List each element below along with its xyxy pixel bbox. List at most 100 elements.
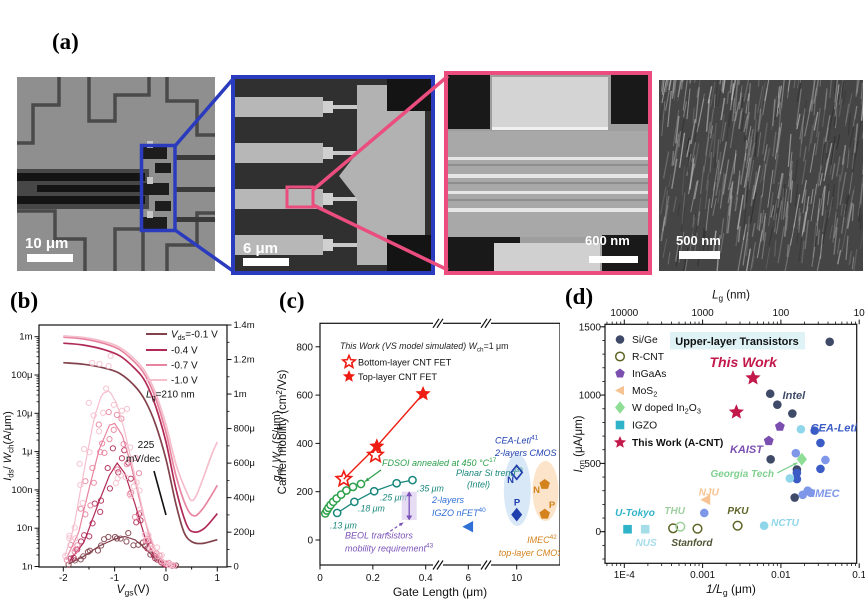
cnt-shadow: [844, 194, 848, 211]
cnt-streak: [761, 163, 767, 197]
cnt-streak: [672, 196, 677, 213]
legend-label: Vds=-0.1 V: [171, 330, 218, 343]
cnt-streak: [833, 227, 838, 255]
gm-data-point: [77, 481, 84, 488]
cnt-streak: [773, 240, 777, 257]
cnt-streak: [787, 133, 792, 167]
cnt-streak: [666, 80, 669, 87]
cnt-streak: [752, 165, 761, 200]
cnt-streak: [732, 97, 736, 122]
cnt-streak: [722, 80, 726, 94]
axis-break-slash: [436, 318, 444, 329]
sem-transistor-array-image: 6 μm: [231, 75, 435, 275]
cnt-shadow: [702, 231, 706, 255]
cnt-streak: [815, 171, 820, 195]
cnt-streak: [833, 80, 839, 110]
panel-d-plot: 1E-4100000.00110000.011000.1100500100015…: [573, 290, 865, 598]
gm-data-point: [118, 455, 125, 462]
cnt-streak: [817, 165, 822, 187]
cnt-shadow: [821, 144, 825, 165]
cnt-shadow: [851, 139, 856, 157]
gm-data-point: [97, 542, 105, 549]
x-bottom-tick-label: 0.001: [690, 570, 715, 581]
cnt-shadow: [685, 87, 691, 114]
panel-a-label: (a): [52, 29, 79, 54]
ss-slope-line: [153, 470, 167, 516]
sem3-scalebar-label: 600 nm: [585, 233, 630, 248]
y-right-tick-label: 1m: [234, 389, 247, 400]
fdsoi-point: [348, 482, 358, 492]
cnt-streak: [810, 189, 814, 204]
igzo-label: IGZO nFET40: [432, 507, 486, 518]
gm-data-point: [87, 502, 94, 509]
cnt-streak: [782, 188, 788, 220]
cea-leti-cmos-point: [816, 438, 825, 448]
legend-star-open: [340, 353, 358, 369]
cnt-streak: [795, 109, 799, 131]
cnt-streak: [692, 107, 695, 123]
cnt-shadow: [830, 135, 836, 166]
cnt-streak: [859, 230, 863, 250]
planar-si-point: [369, 486, 379, 496]
igzo-label: 2-layers: [431, 495, 465, 505]
cnt-streak: [756, 194, 763, 230]
cnt-shadow: [702, 227, 705, 239]
institution-label: NUS: [636, 538, 657, 549]
cnt-shadow: [713, 153, 717, 169]
cnt-streak: [705, 198, 711, 231]
top-layer-star: [415, 385, 431, 401]
cnt-shadow: [743, 207, 747, 230]
cnt-streak: [739, 85, 743, 104]
cnt-streak: [730, 83, 735, 111]
x-tick-label: 1: [215, 573, 221, 584]
cnt-streak: [736, 175, 741, 200]
cnt-streak: [804, 99, 813, 137]
cnt-shadow: [841, 81, 844, 100]
gm-data-point: [76, 460, 83, 467]
cnt-streak: [801, 179, 808, 204]
si-ge-point: [825, 337, 835, 347]
gm-data-point: [109, 445, 117, 452]
gm-data-point: [71, 524, 78, 531]
cnt-shadow: [659, 105, 664, 121]
ids-curve: [63, 342, 218, 534]
fdsoi-arrow-head: [365, 477, 370, 482]
legend-title: This Work (VS model simulated) Wch=1 μm: [340, 341, 508, 354]
gm-data-point: [79, 499, 86, 507]
cnt-streak: [695, 87, 700, 123]
cnt-streak: [799, 136, 803, 158]
x-tick-label: -1: [110, 573, 119, 584]
cnt-shadow: [677, 204, 681, 217]
gm-data-point: [103, 385, 110, 392]
y-tick-label: 1000: [579, 391, 602, 402]
cnt-streak: [777, 226, 785, 264]
cnt-streak: [762, 122, 768, 155]
cnt-streak: [746, 223, 750, 241]
institution-label: PKU: [727, 506, 749, 517]
cnt-streak: [698, 197, 702, 216]
cnt-streak: [770, 205, 775, 218]
cnt-streak: [719, 114, 725, 144]
x-top-tick-label: 10: [854, 308, 865, 319]
legend-marker: [614, 351, 626, 362]
gm-data-point: [86, 533, 93, 540]
cnt-streak: [774, 127, 781, 160]
cnt-streak: [840, 203, 844, 216]
y-left-tick-label: 100n: [11, 485, 32, 496]
cnt-streak: [838, 80, 844, 105]
gm-data-point: [99, 440, 106, 447]
cnt-streak: [819, 80, 822, 87]
cnt-shadow: [783, 183, 786, 198]
cnt-streak: [697, 211, 701, 226]
ingaas-point: [774, 421, 785, 431]
cnt-streak: [821, 185, 826, 216]
cnt-shadow: [842, 89, 847, 106]
cnt-streak: [750, 184, 755, 207]
cnt-streak: [824, 115, 831, 142]
y-axis-title: Ion (μA/μm): [573, 415, 587, 472]
cnt-streak: [785, 215, 789, 231]
cnt-streak: [664, 190, 668, 225]
cnt-streak: [787, 174, 791, 188]
cnt-shadow: [774, 197, 782, 228]
